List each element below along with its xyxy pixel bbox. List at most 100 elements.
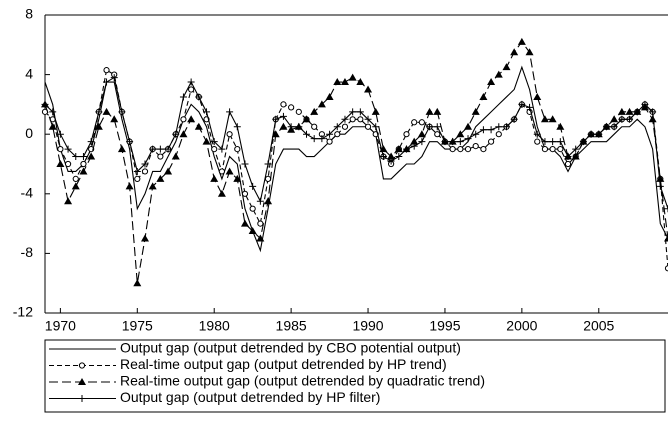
marker (141, 160, 149, 168)
legend-label: Real-time output gap (output detrended b… (120, 373, 485, 389)
marker (425, 107, 434, 115)
marker (326, 138, 333, 145)
marker (225, 167, 234, 175)
marker (371, 107, 380, 115)
marker (517, 37, 526, 45)
marker (403, 131, 410, 138)
marker (472, 143, 479, 150)
marker (541, 138, 549, 146)
marker (279, 112, 287, 120)
marker (256, 234, 265, 242)
marker (434, 131, 441, 138)
marker (256, 197, 264, 205)
marker (233, 123, 241, 131)
marker (602, 123, 610, 131)
marker (280, 101, 287, 108)
marker (188, 86, 195, 93)
marker (540, 115, 549, 123)
marker (226, 131, 233, 138)
marker (187, 115, 196, 123)
marker (457, 146, 464, 153)
marker (418, 138, 426, 146)
marker (318, 135, 326, 143)
marker (117, 145, 126, 153)
marker (249, 205, 256, 212)
y-tick-label: -12 (13, 304, 33, 320)
marker (518, 100, 526, 108)
marker (279, 122, 288, 130)
y-tick-label: 0 (25, 125, 33, 141)
marker (664, 234, 668, 242)
marker (510, 48, 519, 56)
marker (288, 104, 295, 111)
marker (202, 137, 211, 145)
marker (394, 145, 403, 153)
marker (571, 152, 580, 160)
marker (664, 265, 668, 272)
marker (572, 145, 580, 153)
marker (456, 130, 465, 138)
marker (295, 108, 302, 115)
marker (110, 74, 118, 82)
marker (325, 92, 334, 100)
marker (587, 130, 595, 138)
marker (125, 182, 134, 190)
marker (433, 107, 442, 115)
marker (480, 146, 487, 153)
series-line (44, 76, 668, 209)
marker (78, 378, 86, 385)
marker (664, 205, 668, 213)
marker (134, 175, 141, 182)
marker (333, 78, 342, 86)
marker (164, 145, 172, 153)
marker (556, 138, 564, 146)
marker (556, 122, 565, 130)
marker (625, 107, 634, 115)
marker (441, 138, 449, 146)
marker (49, 108, 57, 116)
marker (618, 115, 626, 123)
marker (217, 189, 226, 197)
marker (164, 167, 173, 175)
marker (87, 138, 95, 146)
marker (102, 107, 111, 115)
marker (110, 115, 119, 123)
marker (78, 395, 86, 402)
marker (648, 115, 657, 123)
marker (649, 108, 657, 116)
marker (133, 279, 142, 287)
marker (349, 108, 357, 116)
marker (80, 160, 87, 168)
marker (526, 103, 534, 111)
marker (187, 78, 195, 86)
marker (495, 131, 502, 138)
x-tick-label: 1995 (429, 318, 460, 334)
x-tick-label: 2005 (583, 318, 614, 334)
marker (94, 122, 103, 130)
marker (317, 100, 326, 108)
marker (79, 167, 88, 175)
marker (233, 174, 242, 182)
marker (333, 123, 341, 131)
marker (334, 131, 341, 138)
y-tick-label: 8 (25, 6, 33, 22)
y-tick-label: -4 (21, 185, 34, 201)
marker (240, 219, 249, 227)
marker (464, 146, 472, 153)
marker (557, 146, 564, 153)
marker (211, 146, 218, 153)
marker (502, 123, 510, 131)
x-tick-label: 1975 (122, 318, 153, 334)
marker (218, 145, 226, 153)
marker (218, 168, 226, 175)
marker (326, 130, 334, 138)
marker (71, 182, 80, 190)
marker (610, 123, 618, 131)
marker (103, 67, 110, 74)
marker (264, 197, 273, 205)
marker (172, 130, 180, 138)
marker (464, 135, 472, 143)
marker (72, 175, 79, 182)
marker (126, 138, 134, 146)
